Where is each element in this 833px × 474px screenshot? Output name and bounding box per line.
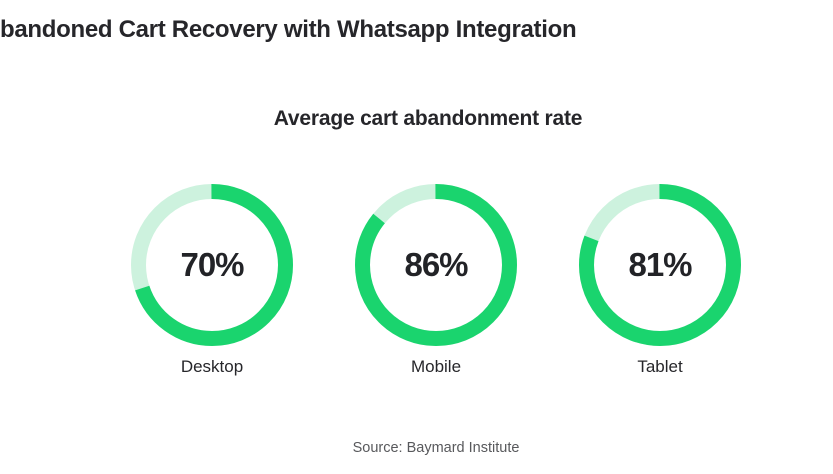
donut-chart-desktop: 70% Desktop [100,184,324,377]
donut-ring-tablet: 81% [579,184,741,346]
donut-value-tablet: 81% [628,246,692,283]
donut-charts-row: 70% Desktop 86% Mobile 81% Tablet [100,184,772,377]
donut-label-mobile: Mobile [410,357,462,376]
donut-svg-mobile [355,184,517,346]
donut-ring-mobile: 86% [355,184,517,346]
donut-label-tablet: Tablet [637,357,683,376]
donut-chart-mobile: 86% Mobile [324,184,548,377]
page-title: bandoned Cart Recovery with Whatsapp Int… [0,16,577,43]
donut-arc-desktop [131,184,293,346]
donut-label-desktop: Desktop [180,357,244,376]
donut-arc-mobile [355,184,517,346]
donut-svg-desktop [131,184,293,346]
donut-value-mobile: 86% [404,246,468,283]
donut-ring-desktop: 70% [131,184,293,346]
donut-chart-tablet: 81% Tablet [548,184,772,377]
donut-value-desktop: 70% [180,246,244,283]
chart-title: Average cart abandonment rate [273,107,583,130]
donut-arc-tablet [579,184,741,346]
donut-svg-tablet [579,184,741,346]
source-attribution: Source: Baymard Institute [352,440,520,456]
